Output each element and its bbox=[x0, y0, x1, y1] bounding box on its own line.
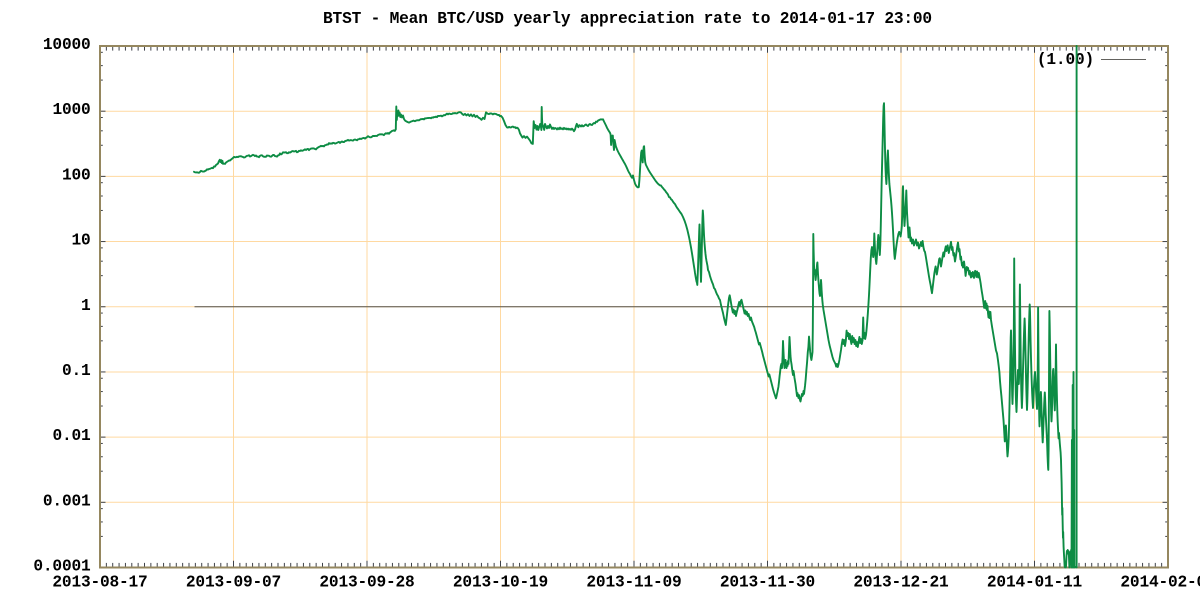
svg-text:2014-02-01: 2014-02-01 bbox=[1120, 574, 1200, 592]
svg-text:(1.00): (1.00) bbox=[1037, 51, 1094, 69]
svg-text:2014-01-11: 2014-01-11 bbox=[987, 574, 1083, 592]
svg-text:2013-08-17: 2013-08-17 bbox=[52, 574, 147, 592]
svg-text:2013-09-07: 2013-09-07 bbox=[186, 574, 281, 592]
svg-text:2013-12-21: 2013-12-21 bbox=[853, 574, 949, 592]
svg-text:0.001: 0.001 bbox=[43, 492, 91, 510]
svg-text:2013-09-28: 2013-09-28 bbox=[319, 574, 414, 592]
svg-text:0.0001: 0.0001 bbox=[33, 558, 91, 576]
svg-text:BTST - Mean BTC/USD yearly app: BTST - Mean BTC/USD yearly appreciation … bbox=[323, 10, 932, 28]
svg-text:10000: 10000 bbox=[43, 36, 91, 54]
svg-text:100: 100 bbox=[62, 166, 91, 184]
svg-text:1000: 1000 bbox=[52, 101, 90, 119]
svg-text:10: 10 bbox=[71, 232, 90, 250]
svg-text:2013-10-19: 2013-10-19 bbox=[453, 574, 548, 592]
svg-text:0.1: 0.1 bbox=[62, 362, 91, 380]
svg-text:0.01: 0.01 bbox=[52, 427, 91, 445]
svg-text:1: 1 bbox=[81, 297, 91, 315]
svg-text:2013-11-09: 2013-11-09 bbox=[586, 574, 681, 592]
svg-text:2013-11-30: 2013-11-30 bbox=[720, 574, 815, 592]
